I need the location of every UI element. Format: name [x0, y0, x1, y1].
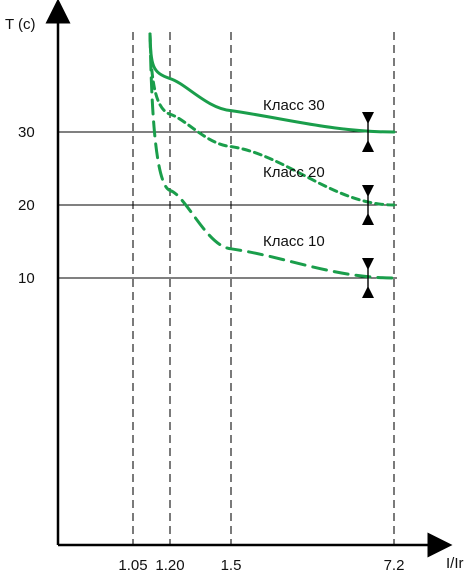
x-tick-label: 1.05 [118, 557, 147, 574]
series-line-2 [148, 32, 396, 280]
y-tick-label: 10 [18, 270, 35, 287]
x-tick-label: 1.5 [221, 557, 242, 574]
grid-layer [58, 32, 397, 545]
y-tick-label: 30 [18, 124, 35, 141]
series-label-1: Класс 20 [263, 164, 325, 181]
y-axis-label: T (c) [5, 16, 36, 33]
axes-layer [45, 0, 453, 558]
x-tick-label: 1.20 [155, 557, 184, 574]
markers-layer [362, 112, 374, 298]
x-axis-label: I/Ir [446, 555, 464, 572]
x-tick-label: 7.2 [384, 557, 405, 574]
series-label-2: Класс 10 [263, 233, 325, 250]
series-line-0 [148, 32, 396, 134]
series-line-1 [148, 32, 396, 207]
y-tick-label: 20 [18, 197, 35, 214]
labels-layer: 1.05 1.20 1.5 7.2 30 20 10 T (c) I/Ir Класс 30 Кла… [5, 16, 464, 574]
series-layer [148, 32, 396, 280]
series-label-0: Класс 30 [263, 97, 325, 114]
